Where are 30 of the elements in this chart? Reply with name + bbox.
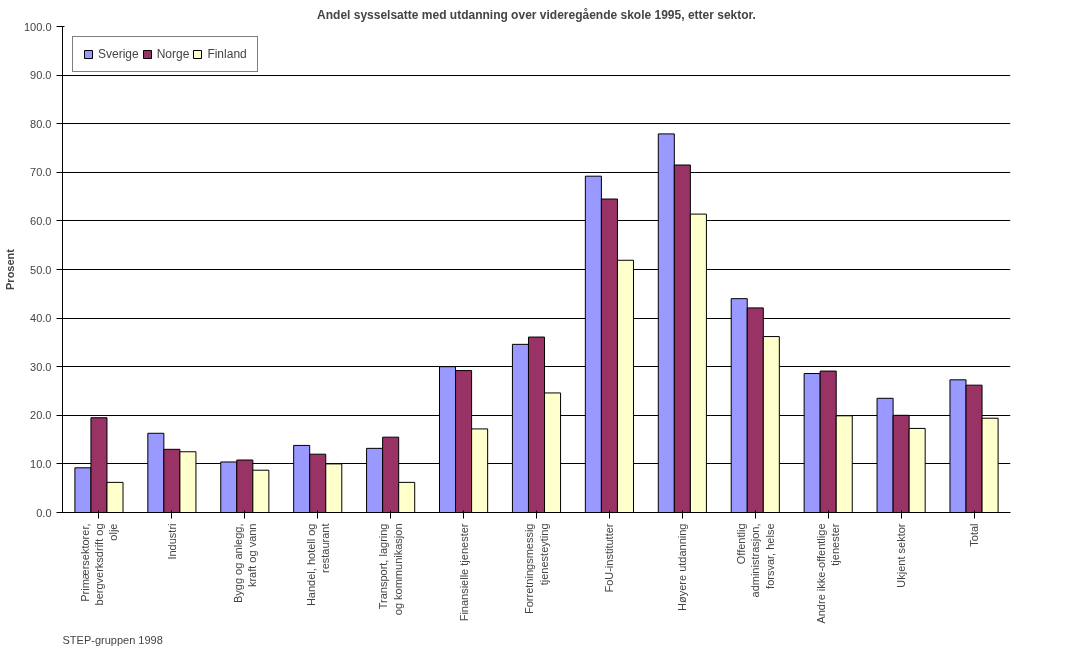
- x-tick-label: Offentlig administrasjon, forsvar, helse: [734, 523, 776, 598]
- x-tick-label: Finansielle tjenester: [457, 523, 470, 622]
- y-tick-label: 90.0: [30, 69, 52, 82]
- y-tick-label: 40.0: [30, 312, 52, 325]
- legend-label: Norge: [156, 47, 190, 61]
- y-tick-label: 30.0: [30, 360, 52, 373]
- legend-label: Finland: [207, 47, 247, 61]
- x-tick-label: Industri: [165, 523, 178, 560]
- y-tick-label: 60.0: [30, 214, 52, 227]
- y-tick-label: 10.0: [30, 457, 52, 470]
- x-tick-label: Total: [968, 523, 981, 547]
- x-tick-label: Ukjent sektor: [895, 523, 908, 588]
- x-tick-label: FoU-institutter: [603, 523, 616, 593]
- y-tick-label: 20.0: [30, 409, 52, 422]
- y-axis-title: Prosent: [3, 248, 16, 290]
- chart-title: Andel sysselsatte med utdanning over videregående skole 1995, etter sektor.: [317, 7, 756, 22]
- y-tick-label: 0.0: [36, 506, 52, 519]
- x-tick-label: Andre ikke-offentlige tjenester: [814, 523, 842, 624]
- x-tick-label: Forretningsmessig tjenesteyting: [523, 523, 550, 614]
- x-tick-label: Handel, hotell og restaurant: [304, 523, 331, 607]
- x-tick-label: Høyere utdanning: [676, 523, 689, 611]
- y-tick-label: 50.0: [30, 263, 52, 276]
- y-tick-label: 70.0: [30, 166, 52, 179]
- y-tick-label: 100.0: [23, 20, 52, 33]
- legend-label: Sverige: [98, 47, 139, 61]
- text: STEP-gruppen 1998: [62, 633, 163, 646]
- x-tick-label: Bygg og anlegg, kraft og vann: [231, 523, 259, 604]
- x-tick-label: Transport, lagring og kommunikasjon: [377, 523, 404, 616]
- y-tick-label: 80.0: [30, 117, 52, 130]
- x-tick-label: Primærsektorer, bergverksdrift og olje: [78, 523, 120, 606]
